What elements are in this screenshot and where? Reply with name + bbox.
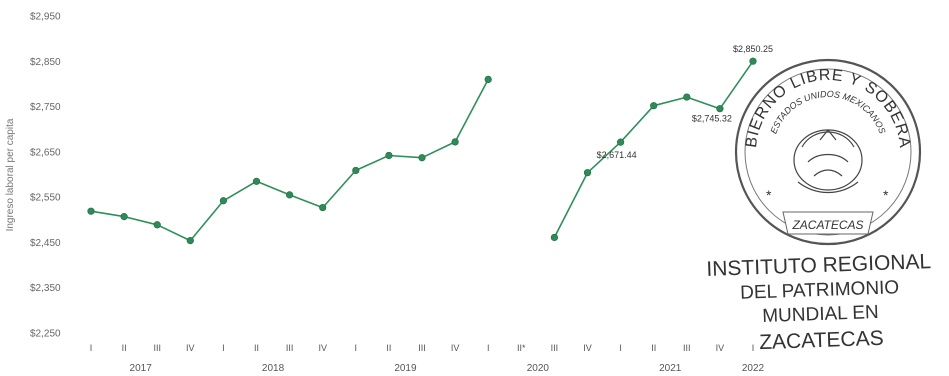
x-tick-label: III: [153, 343, 161, 353]
year-label: 2021: [659, 363, 682, 374]
x-tick-label: I: [222, 343, 225, 353]
data-point: [352, 166, 360, 175]
data-point: [153, 221, 161, 229]
data-labels: $2,671.44 $2,745.32 $2,850.25: [597, 44, 773, 160]
data-point: [484, 75, 492, 83]
data-point: [219, 197, 227, 205]
x-tick-label: III: [418, 343, 426, 353]
y-tick-label: $2,450: [30, 238, 61, 249]
data-point: [616, 138, 625, 146]
svg-text:*: *: [766, 187, 772, 203]
x-tick-label: II*: [517, 343, 526, 353]
y-tick-label: $2,250: [30, 329, 61, 340]
y-tick-label: $2,650: [30, 147, 61, 158]
series-points: [87, 57, 757, 245]
x-tick-label: III: [683, 343, 691, 353]
x-tick-label: I: [619, 343, 622, 353]
year-label: 2019: [394, 363, 417, 374]
x-tick-label: IV: [583, 343, 592, 353]
data-point: [319, 203, 327, 212]
y-tick-label: $2,350: [30, 283, 61, 294]
series-lines: [90, 60, 754, 242]
data-point: [120, 213, 128, 221]
data-label: $2,671.44: [597, 150, 637, 160]
data-point: [716, 105, 724, 113]
x-tick-label: III: [551, 343, 559, 353]
x-tick-label: I: [752, 343, 755, 353]
svg-text:ZACATECAS: ZACATECAS: [759, 327, 884, 354]
data-point: [87, 207, 95, 215]
svg-text:*: *: [883, 187, 889, 203]
data-point: [418, 154, 426, 162]
series-line-segment: [553, 60, 754, 238]
y-tick-label: $2,850: [30, 57, 61, 68]
x-tick-label: IV: [716, 343, 725, 353]
x-axis-years: 2017 2018 2019 2020 2021 2022: [130, 363, 765, 374]
series-line-segment: [90, 79, 489, 242]
institute-stamp-text: INSTITUTO REGIONAL DEL PATRIMONIO MUNDIA…: [706, 250, 931, 354]
svg-text:MUNDIAL EN: MUNDIAL EN: [762, 302, 879, 327]
year-label: 2017: [130, 363, 153, 374]
y-tick-label: $2,550: [30, 193, 61, 204]
data-point: [451, 138, 459, 146]
x-tick-label: II: [122, 343, 127, 353]
data-point: [186, 237, 194, 245]
y-axis-label: Ingreso laboral per capita: [5, 118, 16, 231]
x-tick-label: IV: [186, 343, 195, 353]
y-tick-label: $2,750: [30, 102, 61, 113]
year-label: 2020: [527, 363, 550, 374]
x-tick-label: I: [355, 343, 358, 353]
eagle-emblem-icon: [793, 129, 863, 193]
data-point: [252, 177, 261, 185]
x-tick-label: II: [254, 343, 259, 353]
data-point: [683, 93, 691, 101]
year-label: 2022: [742, 363, 765, 374]
x-axis-ticks: I II III IV I II III IV I II III IV I II* III IV I II III I…: [90, 343, 755, 353]
svg-text:DEL PATRIMONIO: DEL PATRIMONIO: [740, 277, 900, 304]
x-tick-label: II: [651, 343, 656, 353]
y-tick-label: $2,950: [30, 12, 61, 23]
x-tick-label: I: [90, 343, 93, 353]
seal-bottom-text: ZACATECAS: [791, 218, 863, 232]
data-point: [749, 57, 757, 65]
x-tick-label: IV: [318, 343, 327, 353]
seal-top-text: GOBIERNO LIBRE Y SOBERANO: [743, 67, 912, 156]
x-tick-label: IV: [451, 343, 460, 353]
data-point: [550, 233, 559, 242]
data-point: [583, 169, 592, 177]
data-label: $2,745.32: [692, 114, 732, 124]
year-label: 2018: [262, 363, 285, 374]
official-seal: GOBIERNO LIBRE Y SOBERANO ESTADOS UNIDOS…: [734, 58, 922, 246]
data-point: [286, 191, 294, 199]
x-tick-label: II: [386, 343, 391, 353]
x-tick-label: I: [487, 343, 490, 353]
data-label: $2,850.25: [733, 44, 773, 54]
x-tick-label: III: [286, 343, 294, 353]
data-point: [650, 102, 658, 110]
y-axis-ticks: $2,950 $2,850 $2,750 $2,650 $2,550 $2,450 $2,3…: [30, 12, 61, 340]
data-point: [385, 151, 393, 160]
svg-text:GOBIERNO LIBRE Y SOBERANO: GOBIERNO LIBRE Y SOBERANO: [743, 67, 913, 156]
